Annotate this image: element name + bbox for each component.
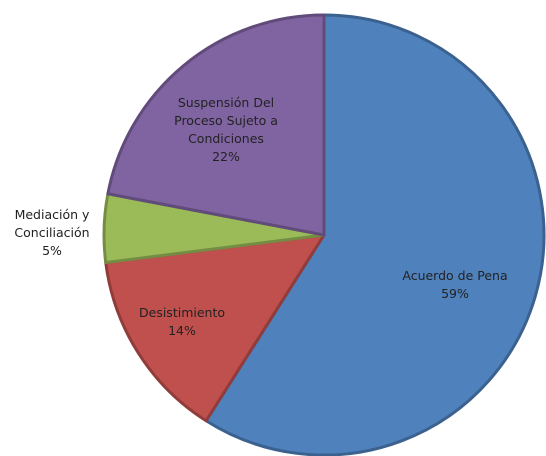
category-label: Mediación y Conciliación	[14, 207, 90, 240]
slice-label: Acuerdo de Pena 59%	[400, 267, 510, 303]
value-label: 5%	[42, 243, 62, 258]
category-label: Suspensión Del Proceso Sujeto a Condicio…	[174, 95, 278, 146]
pie-slice	[204, 13, 546, 456]
slice-label: Desistimiento 14%	[127, 304, 237, 340]
slice-label: Suspensión Del Proceso Sujeto a Condicio…	[161, 94, 291, 166]
category-label: Desistimiento	[139, 305, 225, 320]
category-label: Acuerdo de Pena	[402, 268, 508, 283]
value-label: 59%	[441, 286, 469, 301]
value-label: 22%	[212, 149, 240, 164]
slice-label: Mediación y Conciliación 5%	[0, 206, 107, 260]
pie-slice	[106, 13, 326, 237]
value-label: 14%	[168, 323, 196, 338]
pie-slice	[104, 233, 326, 423]
